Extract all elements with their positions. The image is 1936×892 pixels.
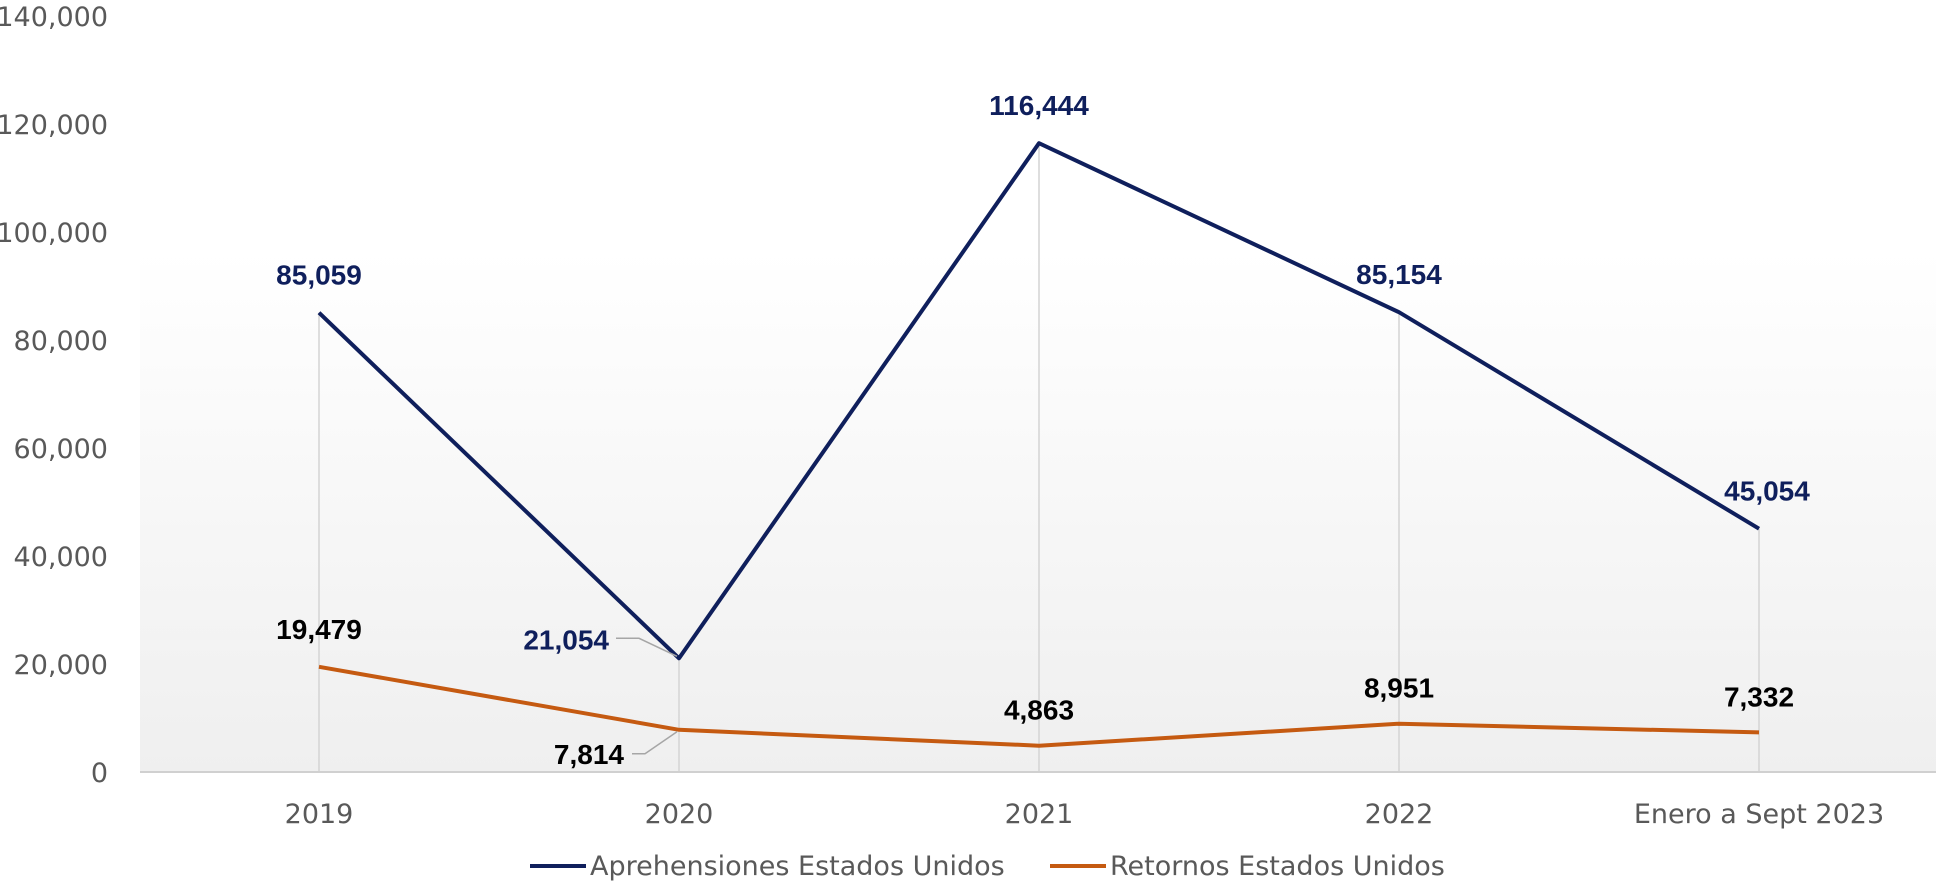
x-tick-label: Enero a Sept 2023 xyxy=(1634,799,1884,830)
data-label-retornos: 8,951 xyxy=(1364,673,1434,704)
data-label-retornos: 7,332 xyxy=(1724,681,1794,712)
data-label-aprehensiones: 21,054 xyxy=(523,624,609,655)
series-line-aprehensiones xyxy=(317,141,1761,661)
y-tick-label: 140,000 xyxy=(0,2,108,33)
series-line-retornos xyxy=(318,664,1760,748)
drop-lines xyxy=(318,143,1760,772)
y-tick-label: 0 xyxy=(91,758,108,789)
label-leader-lines xyxy=(616,637,678,755)
data-label-aprehensiones: 116,444 xyxy=(989,90,1089,121)
y-axis: 0 20,000 40,000 60,000 80,000 100,000 120,000 1… xyxy=(0,2,108,789)
x-tick-label: 2020 xyxy=(645,799,714,830)
data-label-retornos: 4,863 xyxy=(1004,695,1074,726)
x-tick-label: 2021 xyxy=(1005,799,1074,830)
legend-label: Aprehensiones Estados Unidos xyxy=(590,851,1005,882)
y-tick-label: 20,000 xyxy=(14,650,108,681)
leader-line xyxy=(616,637,678,657)
y-tick-label: 60,000 xyxy=(14,434,108,465)
plot-area-background xyxy=(140,250,1936,772)
x-tick-label: 2022 xyxy=(1365,799,1434,830)
legend-item: Retornos Estados Unidos xyxy=(1050,851,1445,882)
legend-item: Aprehensiones Estados Unidos xyxy=(530,851,1005,882)
data-label-aprehensiones: 45,054 xyxy=(1724,476,1810,507)
data-label-retornos: 7,814 xyxy=(554,739,624,770)
x-axis: 2019 2020 2021 2022 Enero a Sept 2023 xyxy=(285,799,1885,830)
data-labels: 85,059 21,054 116,444 85,154 45,054 19,479 7,8… xyxy=(276,90,1810,770)
data-label-aprehensiones: 85,059 xyxy=(276,260,362,291)
data-label-aprehensiones: 85,154 xyxy=(1356,259,1442,290)
legend: Aprehensiones Estados Unidos Retornos Est… xyxy=(530,851,1445,882)
series-lines xyxy=(317,141,1761,748)
y-tick-label: 40,000 xyxy=(14,542,108,573)
y-tick-label: 100,000 xyxy=(0,218,108,249)
y-tick-label: 80,000 xyxy=(14,326,108,357)
y-tick-label: 120,000 xyxy=(0,110,108,141)
data-label-retornos: 19,479 xyxy=(276,614,362,645)
x-tick-label: 2019 xyxy=(285,799,354,830)
leader-line xyxy=(632,731,678,755)
legend-label: Retornos Estados Unidos xyxy=(1110,851,1445,882)
